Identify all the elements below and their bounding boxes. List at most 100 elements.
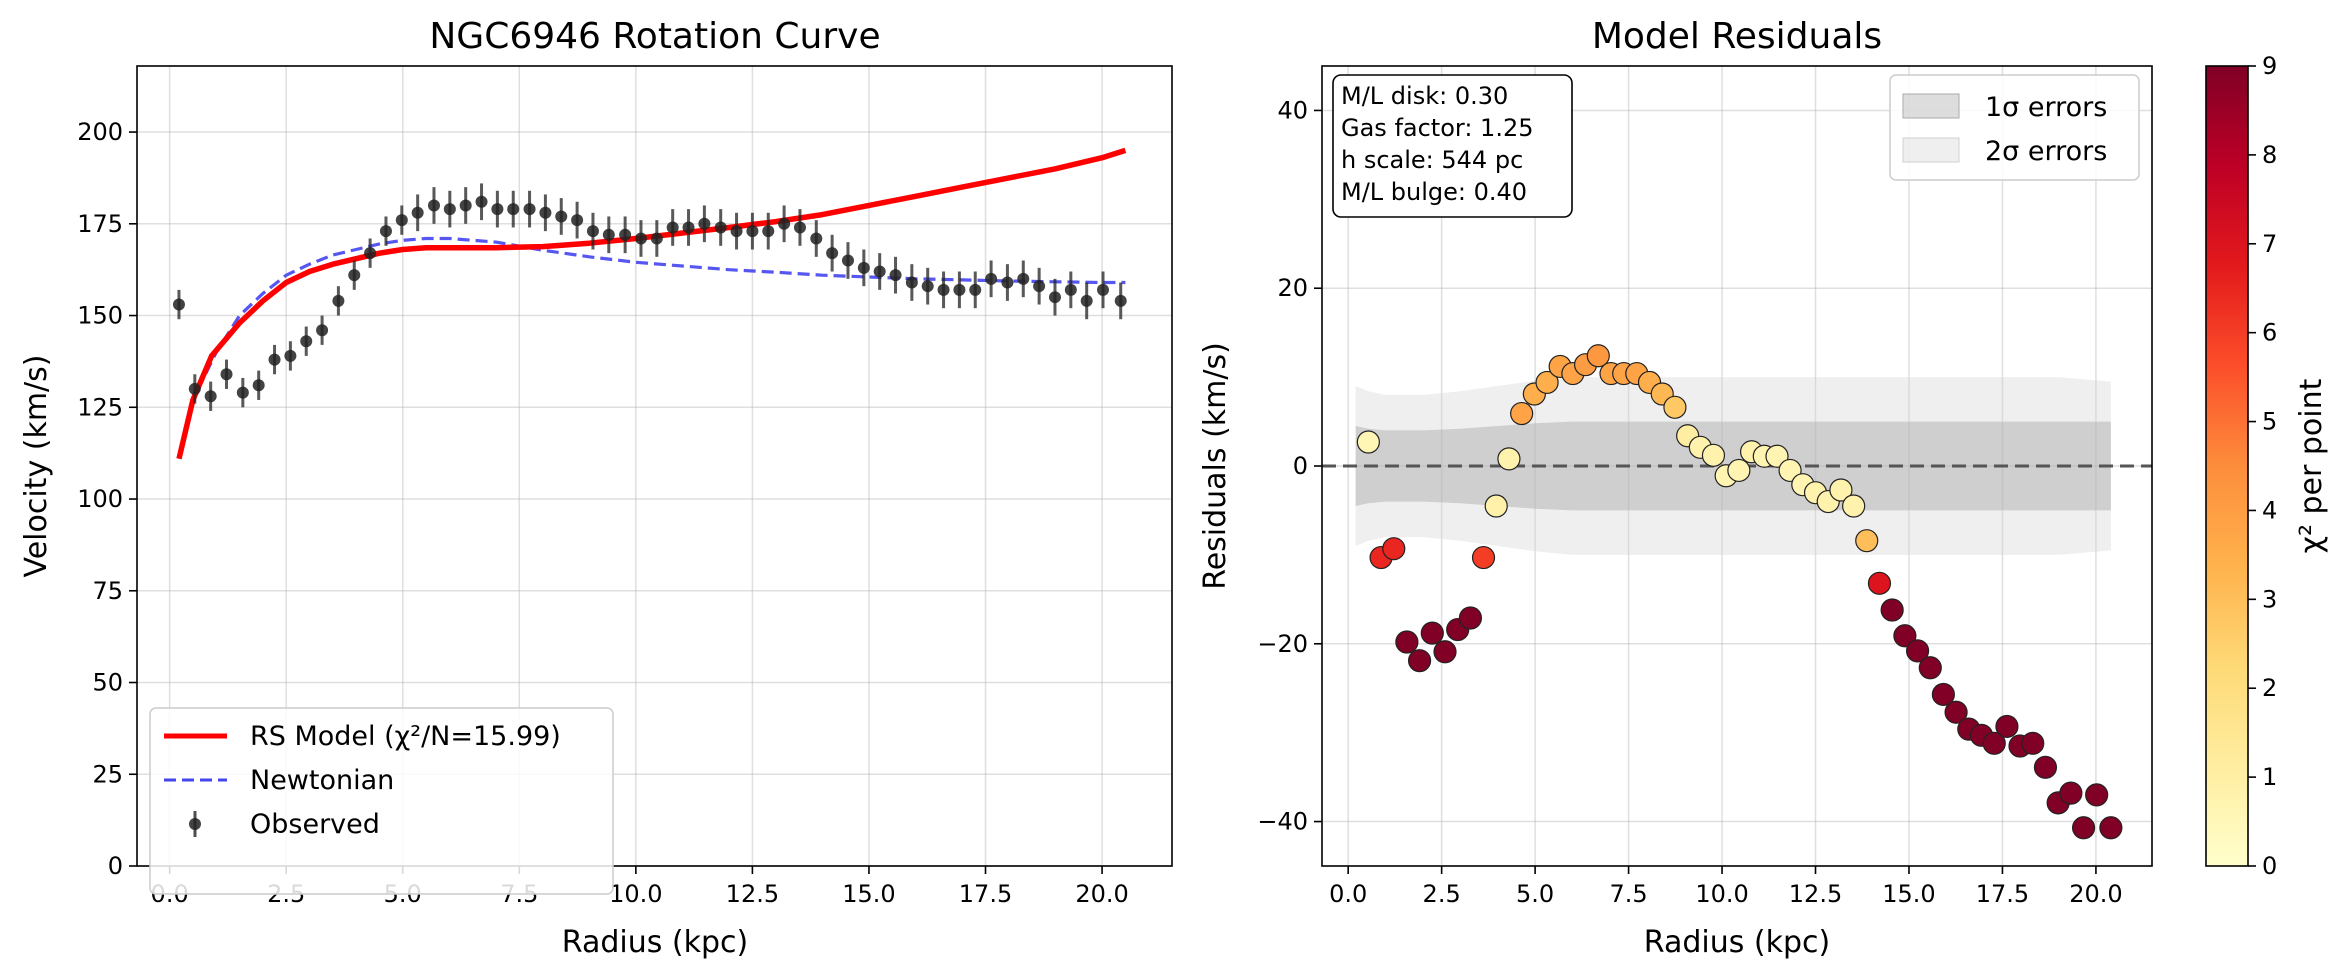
legend-swatch-2sigma <box>1902 137 1960 163</box>
residual-point <box>2099 816 2123 840</box>
y-tick-label: 0 <box>1293 452 1308 480</box>
observed-point <box>826 247 839 260</box>
observed-point <box>555 210 568 223</box>
residual-point <box>2059 781 2083 805</box>
x-tick-label: 5.0 <box>1516 880 1554 908</box>
observed-point <box>714 221 727 234</box>
residual-point <box>1855 529 1879 553</box>
observed-point <box>1001 276 1014 289</box>
residual-point <box>2021 731 2045 755</box>
observed-point <box>921 280 934 293</box>
observed-point <box>1064 283 1077 296</box>
residuals-legend-box <box>1889 74 2140 181</box>
rotation-curve-x-label: Radius (kpc) <box>562 925 748 960</box>
residual-point <box>1420 621 1444 645</box>
observed-point <box>379 225 392 238</box>
observed-point <box>666 221 679 234</box>
legend-label-observed: Observed <box>250 809 380 840</box>
fit-parameters-box: M/L disk: 0.30 Gas factor: 1.25 h scale:… <box>1332 74 1573 218</box>
residuals-panel: Model Residuals 0.0 2.5 5.0 7.5 10.0 12.5 15.0… <box>1198 16 2329 960</box>
observed-point <box>300 335 313 348</box>
observed-point <box>491 203 504 216</box>
observed-point <box>1033 280 1046 293</box>
fit-parameter-ml-bulge: M/L bulge: 0.40 <box>1341 178 1527 206</box>
observed-point <box>459 199 472 212</box>
residual-point <box>1918 656 1942 680</box>
x-tick-label: 15.0 <box>1882 880 1935 908</box>
colorbar-tick-label: 7 <box>2262 230 2277 258</box>
legend-label-newtonian: Newtonian <box>250 765 394 796</box>
residuals-y-ticks: −40 −20 0 20 40 <box>1257 96 1322 836</box>
rotation-curve-title: NGC6946 Rotation Curve <box>429 16 880 57</box>
residual-point <box>1484 494 1508 518</box>
residual-point <box>1458 606 1483 630</box>
residual-point <box>1586 344 1610 368</box>
observed-point <box>634 232 647 245</box>
x-tick-label: 15.0 <box>842 880 895 908</box>
residual-point <box>1727 458 1751 483</box>
colorbar-tick-label: 6 <box>2262 319 2277 347</box>
colorbar-ticks: 0 1 2 3 4 5 6 7 8 9 <box>2248 52 2277 880</box>
observed-point <box>539 206 552 219</box>
x-tick-label: 20.0 <box>1075 880 1128 908</box>
observed-point <box>507 203 520 216</box>
residual-point <box>1356 430 1380 454</box>
residual-point <box>1829 478 1853 502</box>
residual-point <box>1535 370 1559 395</box>
residuals-points <box>1344 85 2123 840</box>
chi2-colorbar: 0 1 2 3 4 5 6 7 8 9 χ² per point <box>2205 52 2329 880</box>
legend-swatch-observed-marker <box>189 818 201 830</box>
colorbar-tick-label: 2 <box>2262 674 2277 702</box>
residual-point <box>1931 682 1955 707</box>
residual-point <box>1471 545 1496 570</box>
colorbar-tick-label: 0 <box>2262 852 2277 880</box>
residual-point <box>1944 700 1968 724</box>
residual-point <box>2033 755 2058 779</box>
residual-point <box>1433 640 1457 664</box>
residual-point <box>1407 649 1432 673</box>
x-tick-label: 10.0 <box>609 880 662 908</box>
observed-point <box>841 254 854 267</box>
observed-point <box>220 368 233 381</box>
y-tick-label: 200 <box>77 118 123 146</box>
observed-point <box>475 195 488 208</box>
colorbar-tick-label: 3 <box>2262 585 2277 613</box>
observed-point <box>730 225 743 238</box>
colorbar-tick-label: 1 <box>2262 763 2277 791</box>
observed-point <box>619 228 632 241</box>
y-tick-label: 40 <box>1277 96 1308 124</box>
observed-point <box>905 276 918 289</box>
observed-point <box>682 221 695 234</box>
fit-parameter-gas-factor: Gas factor: 1.25 <box>1341 114 1533 142</box>
observed-point <box>586 225 599 238</box>
observed-point <box>762 225 775 238</box>
residuals-x-ticks: 0.0 2.5 5.0 7.5 10.0 12.5 15.0 17.5 20.0 <box>1329 866 2123 908</box>
observed-point <box>348 269 361 282</box>
observed-point <box>1048 291 1061 304</box>
y-tick-label: 100 <box>77 485 123 513</box>
rotation-curve-lines <box>176 147 1127 460</box>
fit-parameter-ml-disk: M/L disk: 0.30 <box>1341 82 1508 110</box>
residual-point <box>2085 783 2109 807</box>
observed-point <box>523 203 536 216</box>
rotation-curve-y-ticks: 0 25 50 75 100 125 150 175 200 <box>77 118 137 880</box>
y-tick-label: 50 <box>92 669 123 697</box>
observed-points <box>172 183 1127 411</box>
colorbar-gradient <box>2205 65 2249 867</box>
residual-point <box>1995 714 2019 739</box>
observed-point <box>985 272 998 285</box>
observed-point <box>188 382 201 395</box>
rotation-curve-axes-frame <box>136 65 1173 867</box>
observed-point <box>316 324 329 337</box>
residuals-title: Model Residuals <box>1592 16 1882 57</box>
x-tick-label: 20.0 <box>2069 880 2122 908</box>
residual-point <box>1510 401 1534 426</box>
observed-point <box>364 247 377 260</box>
observed-point <box>427 199 440 212</box>
observed-point <box>969 283 982 296</box>
observed-point <box>443 203 456 216</box>
legend-swatch-1sigma <box>1902 93 1960 119</box>
residual-point <box>1893 624 1917 648</box>
residuals-y-label: Residuals (km/s) <box>1198 342 1233 590</box>
